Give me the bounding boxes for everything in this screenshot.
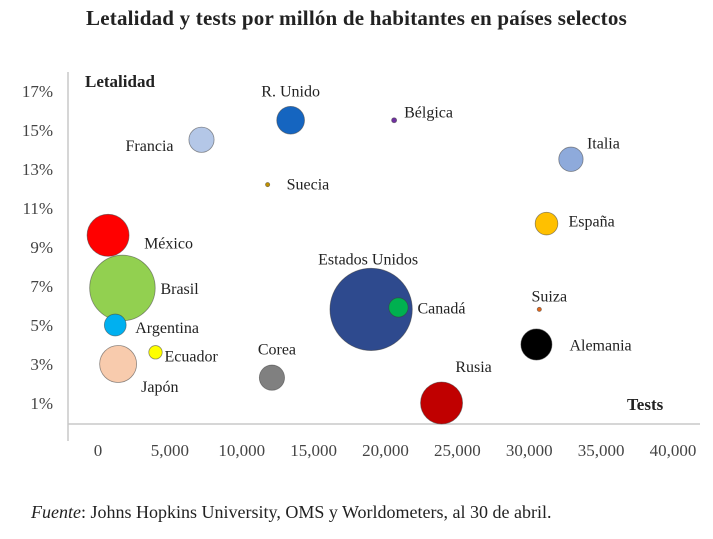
bubble	[329, 267, 413, 351]
bubble	[388, 297, 409, 318]
bubble-label: Suecia	[287, 177, 330, 194]
bubble-label: México	[144, 235, 193, 252]
x-tick-label: 35,000	[578, 441, 625, 460]
bubble-label: Italia	[587, 135, 620, 152]
source-label: Fuente	[31, 502, 81, 522]
bubble-label: Argentina	[135, 320, 199, 337]
bubble-label: Suiza	[532, 288, 568, 305]
x-axis-ticks: 0 5,000 10,000 15,000 20,000 25,000 30,000 35,0…	[94, 441, 697, 460]
bubble	[558, 146, 584, 172]
bubble-label: Francia	[126, 138, 174, 155]
x-tick-label: 20,000	[362, 441, 409, 460]
bubble-label: Canadá	[417, 300, 465, 317]
bubble-label: Estados Unidos	[318, 251, 418, 268]
bubble	[103, 313, 127, 337]
source-text: : Johns Hopkins University, OMS y Worldo…	[80, 502, 552, 522]
y-tick-label: 7%	[30, 277, 53, 296]
y-tick-label: 11%	[22, 199, 53, 218]
bubble	[265, 182, 271, 188]
x-tick-label: 10,000	[218, 441, 265, 460]
bubble-labels: R. Unido Bélgica Francia Italia Suecia España…	[126, 83, 632, 396]
bubble-label: R. Unido	[261, 83, 320, 100]
x-tick-label: 0	[94, 441, 103, 460]
bubble-label: Japón	[141, 379, 178, 396]
bubble-label: Bélgica	[404, 104, 453, 121]
y-tick-label: 13%	[22, 160, 53, 179]
bubbles-group	[86, 105, 584, 425]
bubble	[148, 345, 163, 360]
bubble	[391, 117, 398, 124]
y-tick-label: 15%	[22, 121, 53, 140]
x-tick-label: 25,000	[434, 441, 481, 460]
bubble-label: Rusia	[455, 359, 491, 376]
bubble	[520, 328, 553, 361]
chart-title: Letalidad y tests por millón de habitant…	[86, 6, 627, 30]
x-tick-label: 5,000	[151, 441, 189, 460]
bubble	[89, 254, 156, 322]
y-axis-ticks: 1% 3% 5% 7% 9% 11% 13% 15% 17%	[22, 82, 53, 413]
bubble	[420, 381, 463, 425]
bubble	[86, 213, 130, 257]
bubble	[99, 345, 138, 383]
bubble	[276, 105, 305, 135]
bubble	[258, 364, 285, 391]
bubble	[188, 126, 215, 153]
bubble-label: Brasil	[160, 281, 199, 298]
bubble	[534, 211, 559, 236]
x-tick-label: 15,000	[290, 441, 337, 460]
y-tick-label: 5%	[30, 316, 53, 335]
y-tick-label: 1%	[30, 394, 53, 413]
bubble	[536, 306, 542, 312]
bubble-label: Ecuador	[165, 348, 219, 365]
bubble-label: Corea	[258, 342, 296, 359]
x-tick-label: 40,000	[650, 441, 697, 460]
x-tick-label: 30,000	[506, 441, 553, 460]
y-tick-label: 3%	[30, 355, 53, 374]
y-tick-label: 9%	[30, 238, 53, 257]
y-tick-label: 17%	[22, 82, 53, 101]
source-note: Fuente: Johns Hopkins University, OMS y …	[31, 502, 552, 523]
bubble-label: España	[569, 214, 615, 231]
y-axis-title: Letalidad	[85, 72, 155, 91]
x-axis-title: Tests	[627, 395, 664, 414]
bubble-label: Alemania	[569, 338, 631, 355]
